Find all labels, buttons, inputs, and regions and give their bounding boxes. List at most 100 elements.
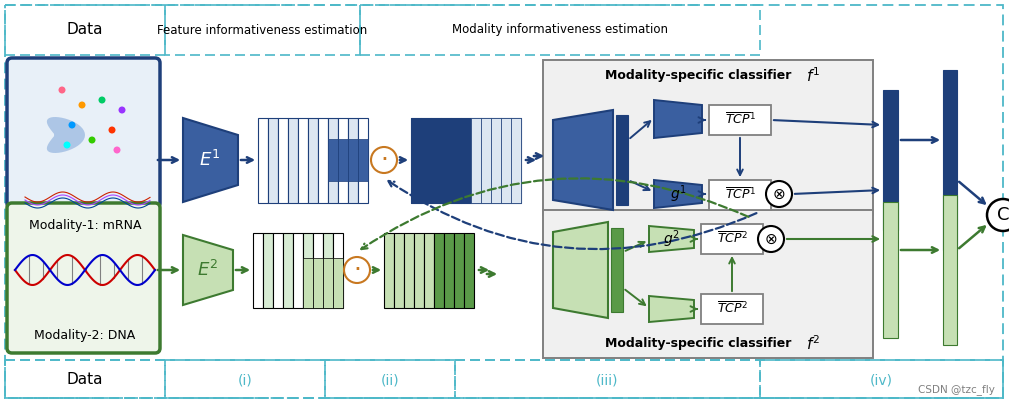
Bar bbox=[424, 233, 434, 308]
Text: ·: · bbox=[353, 258, 361, 282]
Bar bbox=[414, 233, 424, 308]
Bar bbox=[333, 258, 343, 308]
Bar bbox=[461, 118, 471, 203]
Bar bbox=[454, 233, 464, 308]
Bar bbox=[701, 294, 763, 324]
Bar bbox=[298, 118, 308, 203]
Circle shape bbox=[344, 257, 370, 283]
Bar bbox=[421, 118, 431, 203]
Text: (i): (i) bbox=[238, 373, 252, 387]
Bar bbox=[253, 233, 263, 308]
Bar bbox=[303, 233, 313, 308]
Bar bbox=[323, 233, 333, 308]
Bar bbox=[481, 118, 491, 203]
Circle shape bbox=[118, 107, 125, 114]
Polygon shape bbox=[654, 180, 702, 208]
Bar bbox=[5, 360, 1003, 398]
Circle shape bbox=[79, 101, 86, 109]
Bar bbox=[511, 118, 521, 203]
Bar bbox=[471, 118, 481, 203]
Text: $E^1$: $E^1$ bbox=[199, 150, 221, 170]
Circle shape bbox=[758, 226, 784, 252]
Polygon shape bbox=[649, 226, 694, 252]
Text: Modality-specific classifier: Modality-specific classifier bbox=[604, 337, 791, 351]
Bar bbox=[709, 105, 771, 135]
Polygon shape bbox=[553, 110, 613, 210]
Bar bbox=[501, 118, 511, 203]
Text: Modality informativeness estimation: Modality informativeness estimation bbox=[452, 23, 668, 36]
Bar bbox=[288, 118, 298, 203]
Bar bbox=[444, 233, 454, 308]
Bar bbox=[348, 118, 358, 203]
Text: $f^1$: $f^1$ bbox=[806, 67, 820, 85]
Bar bbox=[384, 233, 394, 308]
Circle shape bbox=[113, 147, 120, 154]
Bar bbox=[313, 258, 323, 308]
Circle shape bbox=[987, 199, 1009, 231]
Bar bbox=[441, 118, 451, 203]
Text: $g^1$: $g^1$ bbox=[670, 183, 686, 205]
Bar bbox=[268, 118, 278, 203]
Text: Modality-1: mRNA: Modality-1: mRNA bbox=[28, 219, 141, 231]
Circle shape bbox=[371, 147, 397, 173]
Text: (ii): (ii) bbox=[380, 373, 400, 387]
Bar bbox=[313, 233, 323, 308]
Polygon shape bbox=[649, 296, 694, 322]
Bar bbox=[323, 258, 333, 308]
Bar bbox=[501, 118, 511, 203]
Circle shape bbox=[89, 137, 96, 143]
Bar bbox=[411, 118, 421, 203]
Circle shape bbox=[64, 141, 71, 149]
FancyBboxPatch shape bbox=[7, 58, 160, 208]
Bar bbox=[481, 118, 491, 203]
Text: (iv): (iv) bbox=[870, 373, 893, 387]
Text: (iii): (iii) bbox=[595, 373, 619, 387]
Text: Data: Data bbox=[67, 372, 103, 387]
Text: $f^2$: $f^2$ bbox=[806, 335, 820, 354]
Bar bbox=[5, 360, 165, 398]
Polygon shape bbox=[553, 222, 608, 318]
Text: $\overline{TCP}^1$: $\overline{TCP}^1$ bbox=[724, 187, 756, 203]
Bar bbox=[883, 202, 898, 338]
Bar bbox=[404, 233, 414, 308]
Bar bbox=[308, 118, 318, 203]
Bar bbox=[701, 224, 763, 254]
Text: $\overline{TCP}^1$: $\overline{TCP}^1$ bbox=[724, 112, 756, 128]
Bar bbox=[165, 5, 360, 55]
Bar bbox=[491, 118, 501, 203]
Text: Data: Data bbox=[67, 23, 103, 38]
Bar bbox=[451, 118, 461, 203]
Text: C: C bbox=[997, 206, 1009, 224]
Text: Feature informativeness estimation: Feature informativeness estimation bbox=[156, 23, 367, 36]
Bar bbox=[709, 180, 771, 210]
Bar bbox=[328, 139, 338, 181]
Bar bbox=[943, 70, 957, 250]
Bar bbox=[455, 360, 760, 398]
Bar bbox=[358, 139, 368, 181]
Bar bbox=[348, 139, 358, 181]
Circle shape bbox=[766, 181, 792, 207]
Bar bbox=[338, 118, 348, 203]
Bar bbox=[303, 258, 313, 308]
Bar bbox=[616, 115, 628, 205]
Text: $\overline{TCP}^2$: $\overline{TCP}^2$ bbox=[716, 301, 748, 317]
Bar bbox=[431, 118, 441, 203]
Bar bbox=[394, 233, 404, 308]
Bar bbox=[471, 118, 481, 203]
Bar bbox=[293, 233, 303, 308]
Text: Modality-2: DNA: Modality-2: DNA bbox=[34, 328, 135, 341]
Bar bbox=[421, 118, 431, 203]
Bar bbox=[543, 210, 873, 358]
Bar bbox=[358, 118, 368, 203]
Bar bbox=[411, 118, 421, 203]
Circle shape bbox=[59, 86, 66, 93]
Bar bbox=[760, 360, 1003, 398]
Bar bbox=[883, 90, 898, 230]
Bar bbox=[263, 233, 273, 308]
Text: $g^2$: $g^2$ bbox=[663, 228, 679, 250]
Bar bbox=[491, 118, 501, 203]
Bar bbox=[338, 139, 348, 181]
Text: $\overline{TCP}^2$: $\overline{TCP}^2$ bbox=[716, 231, 748, 247]
Bar bbox=[325, 360, 455, 398]
Polygon shape bbox=[183, 118, 238, 202]
